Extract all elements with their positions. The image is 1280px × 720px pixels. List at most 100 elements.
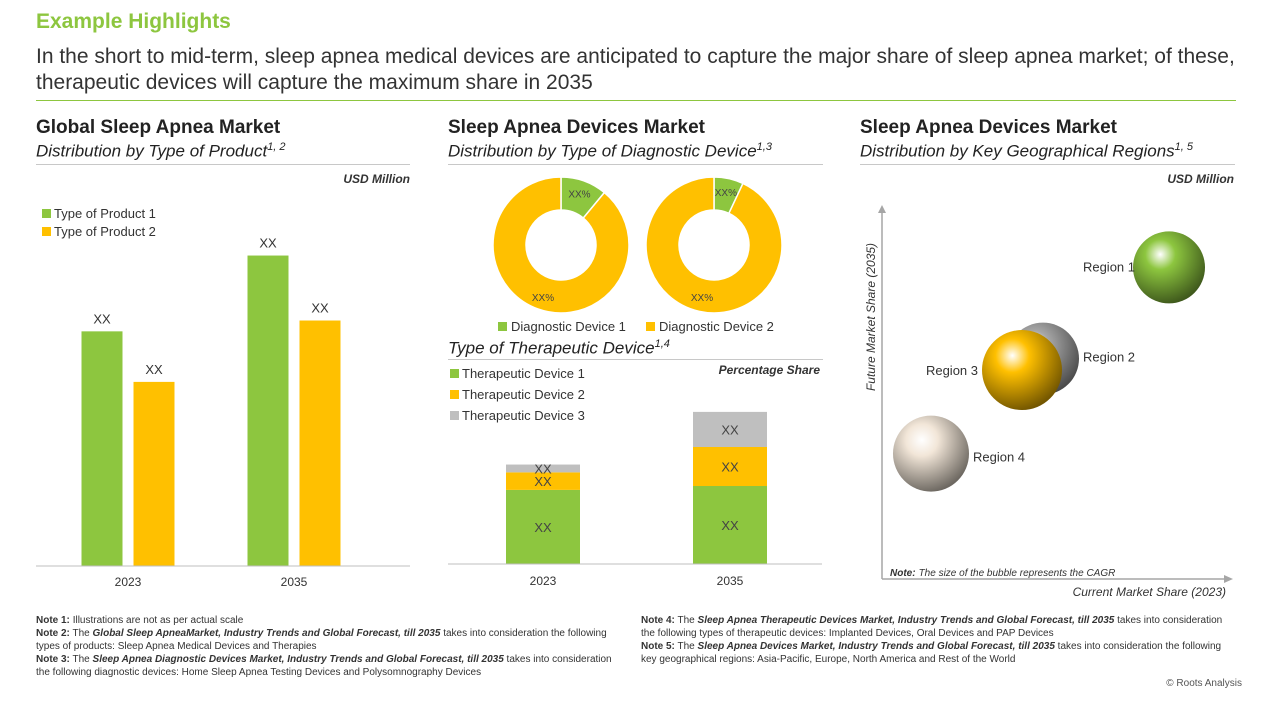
product-bar-chart: Type of Product 1 Type of Product 2 XX XX 20… (36, 206, 410, 589)
therapeutic-subtitle: Type of Therapeutic Device1,4 (448, 338, 670, 359)
legend-label: Therapeutic Device 1 (462, 366, 585, 381)
note-label: Note 1: (36, 615, 70, 626)
bubble-note: Note: The size of the bubble represents t… (890, 568, 1115, 579)
data-label: XX (721, 518, 739, 533)
data-label: XX (721, 460, 739, 475)
bar (81, 331, 123, 566)
stack-segment (506, 489, 580, 564)
note-label: Note 3: (36, 654, 70, 665)
donut-slice (492, 176, 630, 314)
donut-label: XX% (568, 190, 590, 201)
note-pre: The (677, 641, 698, 652)
panel2-rule (448, 164, 823, 165)
panel1-title: Global Sleep Apnea Market (36, 117, 281, 138)
note-pre: The (677, 615, 698, 626)
stack-segment (506, 464, 580, 473)
legend-label: Diagnostic Device 2 (659, 319, 774, 334)
note-pre: The (72, 628, 93, 639)
stack-segment (506, 472, 580, 490)
x-tick-label: 2035 (717, 574, 744, 588)
note-post: takes into consideration the following k… (641, 641, 1222, 665)
therapeutic-rule (448, 359, 823, 360)
therapeutic-subtitle-text: Type of Therapeutic Device (448, 338, 655, 358)
panel1-subtitle-sup: 1, 2 (267, 141, 286, 153)
note-em: Sleep Apnea Therapeutic Devices Market, … (697, 615, 1115, 626)
data-label: XX (145, 362, 163, 377)
note-item: Note 1: Illustrations are not as per act… (36, 614, 616, 627)
legend-swatch (450, 369, 459, 378)
x-axis-label: Current Market Share (2023) (1073, 585, 1226, 599)
note-label: Note 2: (36, 628, 70, 639)
note-post: takes into consideration the following t… (36, 628, 607, 652)
bubble-label: Region 1 (1083, 259, 1135, 274)
note-item: Note 4: The Sleep Apnea Therapeutic Devi… (641, 614, 1231, 640)
note-item: Note 2: The Global Sleep ApneaMarket, In… (36, 627, 616, 653)
data-label: XX (534, 474, 552, 489)
x-tick-label: 2023 (115, 575, 142, 589)
panel1-subtitle-text: Distribution by Type of Product (36, 141, 268, 161)
note-post: takes into consideration the following t… (641, 615, 1223, 639)
panel3-subtitle-sup: 1, 5 (1174, 141, 1194, 153)
bubble-note-text: The size of the bubble represents the CA… (919, 568, 1116, 579)
legend-swatch (42, 209, 51, 218)
panel1-unit: USD Million (343, 172, 410, 186)
note-pre: The (72, 654, 93, 665)
panel3-subtitle: Distribution by Key Geographical Regions… (860, 141, 1193, 162)
note-post: takes into consideration the following d… (36, 654, 612, 678)
legend-label: Diagnostic Device 1 (511, 319, 626, 334)
donut-label: XX% (532, 293, 554, 304)
panel2-subtitle: Distribution by Type of Diagnostic Devic… (448, 141, 772, 162)
donut-label: XX% (691, 293, 713, 304)
data-label: XX (534, 461, 552, 476)
panel3-unit: USD Million (1167, 172, 1234, 186)
bubble-label: Region 3 (926, 363, 978, 378)
bar (299, 320, 341, 566)
panel3-subtitle-text: Distribution by Key Geographical Regions (860, 141, 1175, 161)
data-label: XX (721, 422, 739, 437)
copyright: © Roots Analysis (1166, 678, 1242, 689)
header-divider (36, 100, 1236, 101)
bubble-note-label: Note: (890, 568, 916, 579)
bubble (982, 330, 1062, 410)
data-label: XX (311, 301, 329, 316)
note-label: Note 4: (641, 615, 675, 626)
stack-segment (693, 486, 767, 564)
panel2-subtitle-text: Distribution by Type of Diagnostic Devic… (448, 141, 757, 161)
panel2-title: Sleep Apnea Devices Market (448, 117, 705, 138)
note-em: Sleep Apnea Devices Market, Industry Tre… (697, 641, 1055, 652)
notes-right: Note 4: The Sleep Apnea Therapeutic Devi… (641, 614, 1231, 666)
data-label: XX (259, 236, 277, 251)
note-item: Note 5: The Sleep Apnea Devices Market, … (641, 640, 1231, 666)
panel1-rule (36, 164, 410, 165)
note-item: Note 3: The Sleep Apnea Diagnostic Devic… (36, 653, 616, 679)
stack-segment (693, 447, 767, 486)
legend-label: Therapeutic Device 3 (462, 408, 585, 423)
bar (133, 381, 175, 566)
legend-label: Type of Product 1 (54, 206, 156, 221)
legend-swatch (498, 322, 507, 331)
x-tick-label: 2035 (281, 575, 308, 589)
bar (247, 255, 289, 566)
bubble (1133, 231, 1205, 304)
headline: In the short to mid-term, sleep apnea me… (36, 45, 1235, 94)
note-text: Illustrations are not as per actual scal… (72, 615, 244, 626)
data-label: XX (93, 311, 111, 326)
therapeutic-unit: Percentage Share (718, 363, 820, 377)
panel2-subtitle-sup: 1,3 (756, 141, 772, 153)
legend-swatch (646, 322, 655, 331)
x-tick-label: 2023 (530, 574, 557, 588)
diagnostic-donut-charts: XX% XX% XX% XX% Diagnostic Device 1 Diagnosti… (492, 176, 783, 334)
y-axis-label: Future Market Share (2035) (864, 243, 878, 391)
note-em: Global Sleep ApneaMarket, Industry Trend… (92, 628, 441, 639)
legend-label: Type of Product 2 (54, 224, 156, 239)
legend-swatch (450, 411, 459, 420)
data-label: XX (534, 520, 552, 535)
region-bubble-chart: Future Market Share (2035) Current Market… (864, 205, 1233, 599)
panel3-rule (860, 164, 1235, 165)
y-axis-arrow (878, 205, 886, 213)
note-em: Sleep Apnea Diagnostic Devices Market, I… (92, 654, 504, 665)
panel1-subtitle: Distribution by Type of Product1, 2 (36, 141, 286, 162)
bubble-label: Region 2 (1083, 350, 1135, 365)
therapeutic-subtitle-sup: 1,4 (654, 338, 670, 350)
therapeutic-stacked-bar-chart: Therapeutic Device 1 Therapeutic Device 2… (448, 366, 822, 588)
